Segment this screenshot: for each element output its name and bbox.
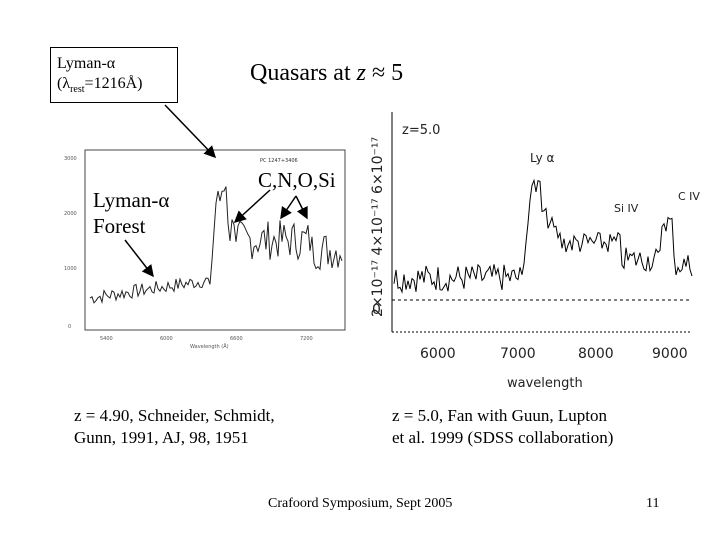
- lyman-alpha-callout-line2: (λrest=1216Å): [57, 74, 177, 100]
- left-xtick: 6600: [230, 336, 243, 342]
- left-ytick: 0: [68, 324, 71, 330]
- right-xtick: 9000: [652, 346, 688, 362]
- left-xtick: 6000: [160, 336, 173, 342]
- caption-left: z = 4.90, Schneider, Schmidt, Gunn, 1991…: [74, 405, 275, 449]
- siiv-line-label: Si IV: [614, 202, 639, 215]
- metals-label: C,N,O,Si: [258, 168, 336, 192]
- left-ytick: 3000: [64, 156, 77, 162]
- title-value: 5: [391, 60, 404, 86]
- right-xtick: 7000: [500, 346, 536, 362]
- title-prefix: Quasars at: [250, 60, 351, 86]
- right-ytick-zero: 0: [372, 302, 381, 318]
- title-z: z: [356, 60, 366, 86]
- caption-left-line2: Gunn, 1991, AJ, 98, 1951: [74, 428, 249, 447]
- forest-label-line2: Forest: [93, 214, 146, 238]
- lya-line-label: Ly α: [530, 151, 555, 165]
- right-ylabel: 2×10⁻¹⁷ 4×10⁻¹⁷ 6×10⁻¹⁷: [370, 137, 386, 317]
- civ-line-label: C IV: [678, 190, 700, 203]
- left-ytick: 1000: [64, 266, 77, 272]
- slide-title: Quasars at z ≈ 5: [250, 60, 403, 87]
- forest-label-line1: Lyman-α: [93, 188, 170, 212]
- title-approx: ≈: [371, 60, 386, 86]
- caption-right-line1: z = 5.0, Fan with Guun, Lupton: [392, 406, 607, 425]
- lyman-alpha-callout-line1: Lyman-α: [57, 55, 116, 72]
- footer-text: Crafoord Symposium, Sept 2005: [268, 496, 453, 511]
- right-xlabel: wavelength: [507, 376, 583, 391]
- left-spectrum-figure: 5400 6000 6600 7200 Wavelength (Å) 0 100…: [60, 120, 360, 370]
- right-xtick: 8000: [578, 346, 614, 362]
- caption-right-line2: et al. 1999 (SDSS collaboration): [392, 428, 614, 447]
- left-spectrum-trace: [89, 186, 343, 305]
- page-number: 11: [646, 496, 660, 511]
- left-xtick: 7200: [300, 336, 313, 342]
- rest-subscript: rest: [70, 84, 85, 96]
- right-xtick: 6000: [420, 346, 456, 362]
- left-xtick: 5400: [100, 336, 113, 342]
- left-object-label: PC 1247+3406: [260, 158, 298, 164]
- right-spectrum-figure: 2×10⁻¹⁷ 4×10⁻¹⁷ 6×10⁻¹⁷ 0 z=5.0 Ly α Si …: [362, 82, 702, 392]
- left-ytick: 2000: [64, 211, 77, 217]
- lyman-alpha-callout-box: Lyman-α (λrest=1216Å): [50, 47, 178, 103]
- left-xlabel: Wavelength (Å): [190, 343, 229, 350]
- caption-right: z = 5.0, Fan with Guun, Lupton et al. 19…: [392, 405, 613, 449]
- right-z-label: z=5.0: [402, 123, 440, 138]
- right-spectrum-trace: [393, 178, 693, 294]
- rest-wavelength: =1216Å): [84, 75, 143, 92]
- forest-label: Lyman-α Forest: [93, 187, 169, 239]
- caption-left-line1: z = 4.90, Schneider, Schmidt,: [74, 406, 275, 425]
- lambda-symbol: (λ: [57, 75, 71, 92]
